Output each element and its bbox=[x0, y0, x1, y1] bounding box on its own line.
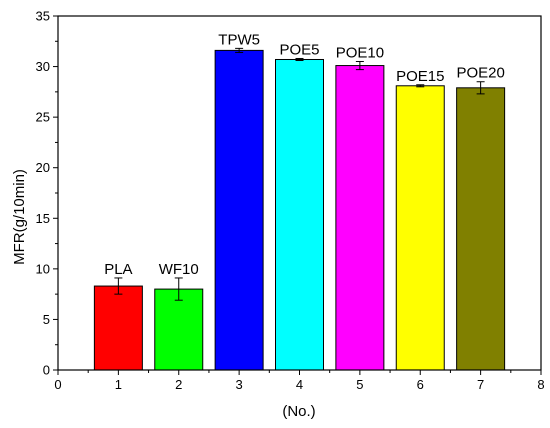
y-tick-label: 0 bbox=[43, 363, 50, 378]
x-tick-label: 5 bbox=[356, 377, 363, 392]
bar-label-poe5: POE5 bbox=[279, 41, 319, 58]
x-tick-label: 7 bbox=[477, 377, 484, 392]
y-tick-label: 20 bbox=[36, 160, 50, 175]
bar-label-tpw5: TPW5 bbox=[218, 31, 260, 48]
x-tick-label: 3 bbox=[236, 377, 243, 392]
x-tick-label: 1 bbox=[115, 377, 122, 392]
bar-poe10 bbox=[335, 65, 385, 371]
x-tick-label: 2 bbox=[175, 377, 182, 392]
x-axis-title: (No.) bbox=[282, 403, 315, 420]
labels-layer: PLA WF10 TPW5 POE5 POE10 POE15 POE20 bbox=[104, 31, 505, 278]
bar-label-poe15: POE15 bbox=[396, 68, 444, 85]
bars-layer bbox=[93, 47, 506, 371]
y-tick-label: 35 bbox=[36, 9, 50, 24]
y-tick-label: 25 bbox=[36, 110, 50, 125]
bar-label-pla: PLA bbox=[104, 261, 132, 278]
bar-poe20 bbox=[456, 87, 506, 371]
y-tick-label: 10 bbox=[36, 261, 50, 276]
bar-wf10 bbox=[154, 288, 204, 371]
axes-layer: 0 1 2 3 4 5 6 7 8 0 5 10 15 20 25 30 35 bbox=[36, 9, 545, 393]
y-tick-label: 30 bbox=[36, 59, 50, 74]
y-axis-title: MFR(g/10min) bbox=[11, 169, 28, 265]
bar-poe15 bbox=[395, 85, 445, 371]
bar-pla bbox=[93, 285, 143, 371]
x-tick-label: 4 bbox=[296, 377, 303, 392]
y-tick-label: 5 bbox=[43, 312, 50, 327]
x-tick-label: 8 bbox=[537, 377, 544, 392]
x-tick-label: 6 bbox=[417, 377, 424, 392]
bar-tpw5 bbox=[214, 49, 264, 371]
x-tick-label: 0 bbox=[54, 377, 61, 392]
bar-label-wf10: WF10 bbox=[159, 261, 199, 278]
bar-label-poe10: POE10 bbox=[336, 45, 384, 62]
bar-poe5 bbox=[275, 58, 324, 371]
y-tick-label: 15 bbox=[36, 211, 50, 226]
bar-label-poe20: POE20 bbox=[456, 65, 504, 82]
